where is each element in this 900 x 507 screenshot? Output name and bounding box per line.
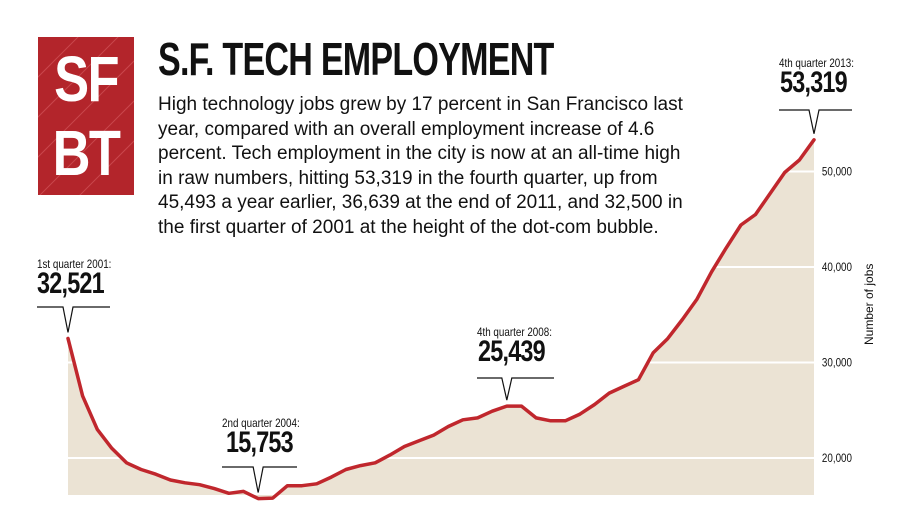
data-point — [66, 337, 70, 340]
data-point — [257, 497, 260, 500]
data-point — [198, 483, 201, 486]
data-point — [271, 496, 274, 500]
data-point — [330, 475, 333, 479]
data-point — [403, 445, 406, 448]
data-point — [432, 433, 435, 437]
annotation-value-2001q1: 32,521 — [37, 267, 105, 300]
description-text: High technology jobs grew by 17 percent … — [158, 94, 683, 238]
annotation-leader — [779, 109, 852, 134]
annotation-label-2008q4: 4th quarter 2008: — [477, 325, 552, 339]
y-tick-label: 20,000 — [822, 452, 852, 465]
data-point — [505, 404, 508, 408]
data-point — [417, 439, 421, 442]
data-point — [110, 447, 114, 450]
data-point — [388, 453, 391, 457]
data-point — [768, 192, 772, 195]
data-point — [578, 412, 582, 416]
data-point — [315, 482, 318, 485]
annotation-label-2004q2: 2nd quarter 2004: — [222, 416, 300, 430]
annotation-label-2013q4: 4th quarter 2013: — [779, 56, 854, 70]
y-axis-label: Number of jobs — [862, 263, 876, 345]
y-tick-label: 50,000 — [822, 166, 852, 179]
data-point — [139, 468, 143, 471]
page-title: S.F. TECH EMPLOYMENT — [158, 33, 554, 85]
data-point — [125, 461, 128, 464]
annotation-leader — [477, 377, 554, 401]
data-point — [300, 484, 304, 487]
data-point — [549, 419, 552, 422]
data-point — [374, 461, 377, 464]
data-point — [812, 138, 816, 141]
annotation-label-2001q1: 1st quarter 2001: — [37, 257, 112, 271]
data-point — [81, 394, 84, 398]
data-point — [520, 404, 523, 408]
data-point — [96, 428, 99, 431]
data-point — [491, 410, 494, 413]
data-point — [344, 468, 348, 471]
area-fill — [68, 139, 814, 499]
data-point — [783, 171, 786, 174]
data-point — [798, 158, 801, 162]
data-point — [651, 351, 655, 355]
data-point — [476, 416, 479, 420]
data-point — [739, 223, 743, 227]
data-point — [622, 385, 625, 388]
data-point — [564, 419, 567, 422]
y-tick-label: 30,000 — [822, 357, 852, 370]
data-point — [637, 378, 640, 381]
data-point — [154, 473, 157, 476]
data-point — [593, 403, 596, 406]
data-point — [608, 391, 611, 395]
data-point — [725, 246, 728, 250]
sfbt-logo: SF BT — [38, 37, 134, 195]
data-point — [754, 213, 757, 216]
annotation-leader — [37, 306, 110, 333]
data-point — [710, 270, 713, 273]
data-point — [227, 492, 231, 495]
data-point — [242, 490, 245, 493]
y-tick-label: 40,000 — [822, 261, 852, 274]
data-point — [666, 337, 669, 340]
annotation-value-2013q4: 53,319 — [780, 66, 848, 99]
data-point — [169, 478, 172, 482]
logo-line-1: SF — [54, 43, 119, 115]
data-point — [461, 418, 465, 421]
annotation-value-2008q4: 25,439 — [478, 335, 546, 368]
data-point — [534, 416, 538, 420]
series-line — [66, 138, 816, 501]
data-point — [695, 297, 699, 301]
data-point — [359, 464, 362, 467]
data-point — [213, 487, 216, 490]
logo-stripes — [38, 37, 134, 195]
logo-line-2: BT — [52, 117, 121, 189]
data-point — [286, 484, 289, 487]
annotation-leader — [222, 466, 297, 493]
data-point — [183, 481, 187, 484]
data-point — [447, 425, 450, 428]
data-point — [681, 318, 684, 321]
annotation-value-2004q2: 15,753 — [226, 426, 294, 459]
